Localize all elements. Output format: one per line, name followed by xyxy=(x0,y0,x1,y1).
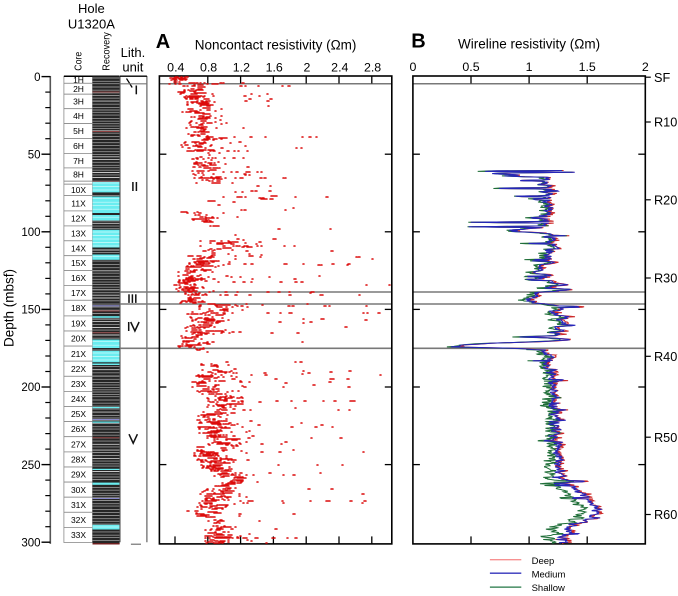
svg-text:2.8: 2.8 xyxy=(364,61,381,75)
svg-text:19X: 19X xyxy=(71,319,86,329)
svg-text:1.5: 1.5 xyxy=(579,60,596,74)
svg-text:13X: 13X xyxy=(71,229,86,239)
svg-text:R10: R10 xyxy=(654,116,677,130)
svg-text:Depth (mbsf): Depth (mbsf) xyxy=(1,269,16,347)
svg-text:unit: unit xyxy=(122,59,143,74)
svg-text:Recovery: Recovery xyxy=(101,32,112,71)
svg-text:A: A xyxy=(156,31,170,53)
svg-text:250: 250 xyxy=(21,460,40,472)
svg-text:R60: R60 xyxy=(654,508,677,522)
svg-text:100: 100 xyxy=(21,227,40,239)
svg-text:10X: 10X xyxy=(71,185,86,195)
svg-text:Medium: Medium xyxy=(532,569,566,580)
svg-text:18X: 18X xyxy=(71,303,86,313)
svg-text:8H: 8H xyxy=(73,170,84,180)
svg-text:SF: SF xyxy=(654,71,670,85)
svg-text:1: 1 xyxy=(526,60,533,74)
svg-text:27X: 27X xyxy=(71,439,86,449)
svg-text:23X: 23X xyxy=(71,379,86,389)
svg-text:2H: 2H xyxy=(73,84,84,94)
svg-text:Lith.: Lith. xyxy=(121,45,146,60)
svg-text:26X: 26X xyxy=(71,424,86,434)
svg-text:U1320A: U1320A xyxy=(68,17,115,32)
svg-text:14X: 14X xyxy=(71,243,86,253)
svg-text:11X: 11X xyxy=(71,198,86,208)
svg-text:R30: R30 xyxy=(654,272,677,286)
svg-text:12X: 12X xyxy=(71,214,86,224)
svg-text:1.2: 1.2 xyxy=(233,61,250,75)
svg-text:2: 2 xyxy=(304,61,311,75)
svg-text:150: 150 xyxy=(21,305,40,317)
svg-text:B: B xyxy=(411,31,425,53)
svg-text:0: 0 xyxy=(409,60,416,74)
svg-text:2.4: 2.4 xyxy=(331,61,348,75)
svg-text:3H: 3H xyxy=(73,97,84,107)
svg-text:17X: 17X xyxy=(71,288,86,298)
svg-text:0: 0 xyxy=(34,72,40,84)
svg-text:Wireline resistivity (Ωm): Wireline resistivity (Ωm) xyxy=(458,37,600,52)
svg-text:15X: 15X xyxy=(71,258,86,268)
svg-text:1H: 1H xyxy=(73,75,84,85)
svg-text:28X: 28X xyxy=(71,455,86,465)
svg-text:2: 2 xyxy=(642,60,649,74)
svg-text:R40: R40 xyxy=(654,350,677,364)
svg-text:Core: Core xyxy=(74,51,85,70)
svg-text:25X: 25X xyxy=(71,409,86,419)
svg-text:R20: R20 xyxy=(654,193,677,207)
svg-text:7H: 7H xyxy=(73,156,84,166)
svg-text:300: 300 xyxy=(21,537,40,549)
svg-text:33X: 33X xyxy=(71,530,86,540)
svg-text:31X: 31X xyxy=(71,500,86,510)
svg-text:5H: 5H xyxy=(73,126,84,136)
svg-text:200: 200 xyxy=(21,382,40,394)
svg-text:29X: 29X xyxy=(71,470,86,480)
svg-text:22X: 22X xyxy=(71,364,86,374)
svg-text:16X: 16X xyxy=(71,273,86,283)
svg-text:4H: 4H xyxy=(73,111,84,121)
svg-text:R50: R50 xyxy=(654,431,677,445)
svg-text:Hole: Hole xyxy=(78,1,105,16)
svg-text:20X: 20X xyxy=(71,334,86,344)
svg-text:1.6: 1.6 xyxy=(266,61,283,75)
svg-text:Deep: Deep xyxy=(532,556,555,567)
svg-text:Noncontact resistivity (Ωm): Noncontact resistivity (Ωm) xyxy=(195,38,357,53)
svg-text:6H: 6H xyxy=(73,141,84,151)
svg-text:24X: 24X xyxy=(71,394,86,404)
svg-text:21X: 21X xyxy=(71,349,86,359)
svg-text:30X: 30X xyxy=(71,485,86,495)
svg-text:0.5: 0.5 xyxy=(462,60,479,74)
svg-text:32X: 32X xyxy=(71,515,86,525)
svg-text:50: 50 xyxy=(28,149,41,161)
svg-text:0.4: 0.4 xyxy=(167,61,184,75)
svg-text:Shallow: Shallow xyxy=(532,583,565,594)
svg-text:0.8: 0.8 xyxy=(200,61,217,75)
